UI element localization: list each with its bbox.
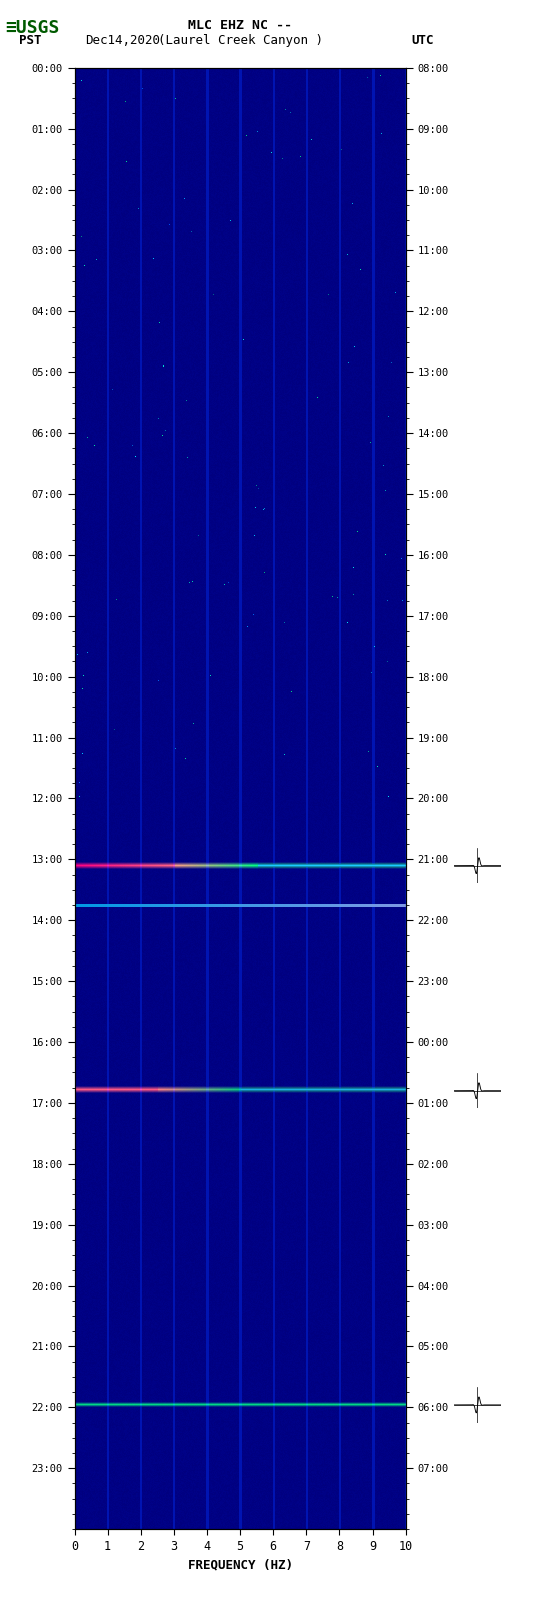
Text: Dec14,2020: Dec14,2020 (86, 34, 161, 47)
Text: (Laurel Creek Canyon ): (Laurel Creek Canyon ) (158, 34, 322, 47)
Text: ≡USGS: ≡USGS (6, 19, 60, 37)
Text: PST: PST (19, 34, 42, 47)
Text: MLC EHZ NC --: MLC EHZ NC -- (188, 19, 292, 32)
Text: UTC: UTC (411, 34, 434, 47)
X-axis label: FREQUENCY (HZ): FREQUENCY (HZ) (188, 1558, 293, 1571)
